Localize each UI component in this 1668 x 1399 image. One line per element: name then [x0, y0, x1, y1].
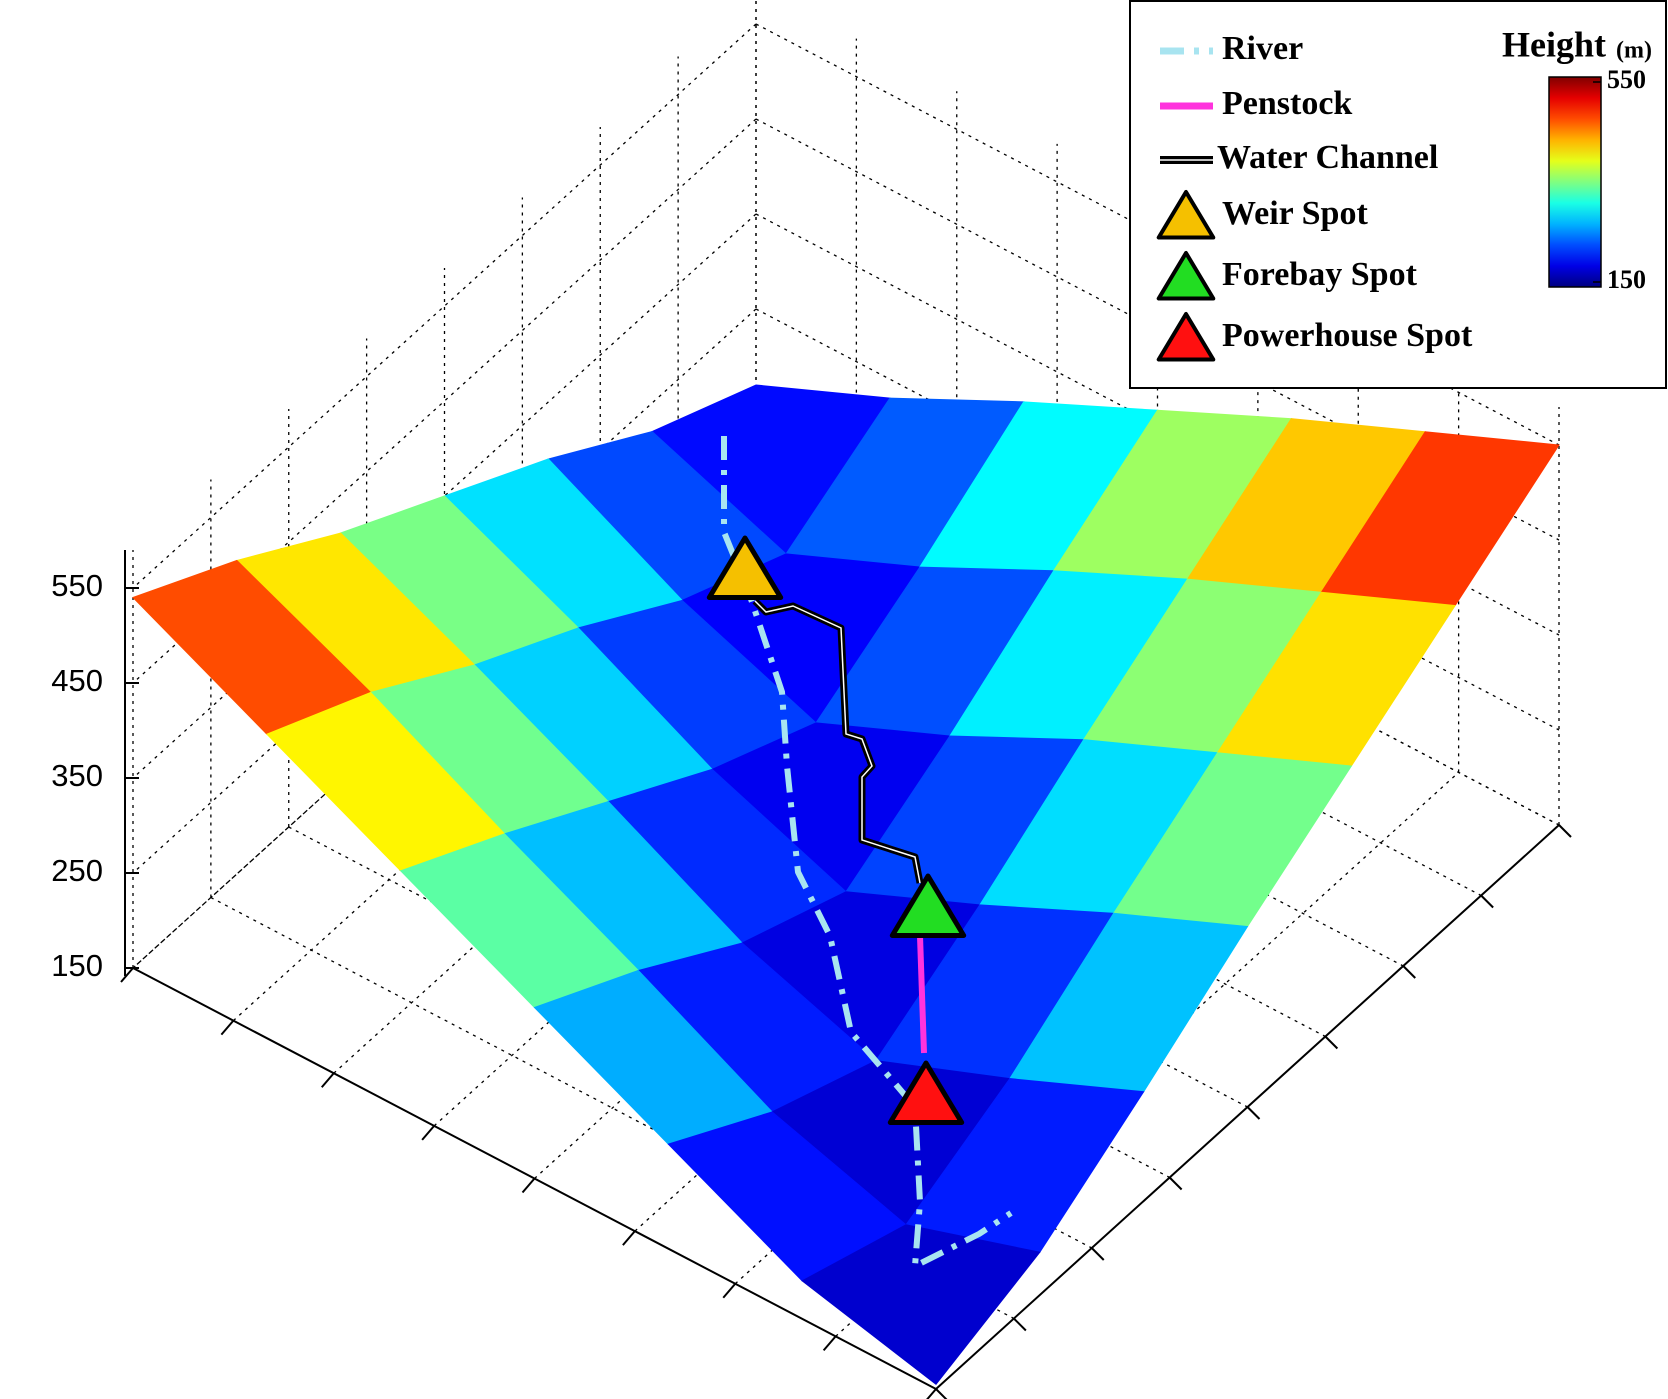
- edge-tick: [521, 1177, 536, 1194]
- colorbar-tick-label: 550: [1607, 65, 1646, 94]
- surface-patch: [801, 1224, 1041, 1385]
- colorbar-title: Height: [1502, 24, 1606, 64]
- edge-tick: [220, 1019, 235, 1036]
- edge-tick: [1168, 1176, 1183, 1191]
- edge-tick: [935, 1388, 948, 1399]
- legend-label: Powerhouse Spot: [1222, 317, 1473, 354]
- edge-tick: [1324, 1035, 1339, 1050]
- legend: Height (m) River Penstock Water Channel Wei…: [1129, 0, 1667, 389]
- colorbar-tick-label: 150: [1607, 265, 1646, 294]
- legend-swatch: [1156, 312, 1216, 362]
- edge-tick: [1013, 1317, 1027, 1332]
- edge-tick: [120, 967, 134, 983]
- legend-swatch: [1156, 251, 1216, 301]
- surface: [132, 384, 1560, 1385]
- legend-label: Water Channel: [1217, 139, 1438, 176]
- colorbar: [1548, 76, 1602, 288]
- route: [917, 935, 927, 1054]
- edge-tick: [926, 1388, 937, 1399]
- z-tick-label: 550: [51, 568, 103, 603]
- z-tick-label: 350: [51, 758, 103, 793]
- floor-edge: [132, 967, 937, 1390]
- legend-label: Weir Spot: [1222, 195, 1368, 232]
- site-marker: [887, 1060, 965, 1125]
- edge-tick: [622, 1230, 636, 1246]
- floor-edge: [935, 824, 1560, 1390]
- edge-tick: [1402, 965, 1416, 979]
- z-tick-label: 250: [51, 853, 103, 888]
- edge-tick: [320, 1072, 335, 1088]
- edge-tick: [1246, 1106, 1261, 1120]
- z-tick-label: 450: [51, 663, 103, 698]
- edge-tick: [822, 1335, 837, 1352]
- site-marker: [889, 873, 967, 938]
- edge-tick: [722, 1283, 737, 1299]
- edge-tick: [421, 1125, 435, 1141]
- legend-label: Forebay Spot: [1222, 256, 1418, 293]
- features: [706, 436, 1013, 1269]
- legend-label: Penstock: [1222, 85, 1352, 122]
- edge-tick: [1480, 894, 1494, 909]
- z-tick-label: 150: [51, 948, 103, 983]
- legend-swatch: [1156, 190, 1216, 240]
- z-axis: 150 250 350 450 550: [51, 550, 139, 983]
- site-marker: [706, 535, 784, 600]
- edge-tick: [1558, 824, 1572, 838]
- colorbar-unit: (m): [1616, 38, 1652, 64]
- edge-tick: [1091, 1247, 1105, 1261]
- legend-label: River: [1222, 30, 1303, 67]
- route-inner: [754, 600, 921, 884]
